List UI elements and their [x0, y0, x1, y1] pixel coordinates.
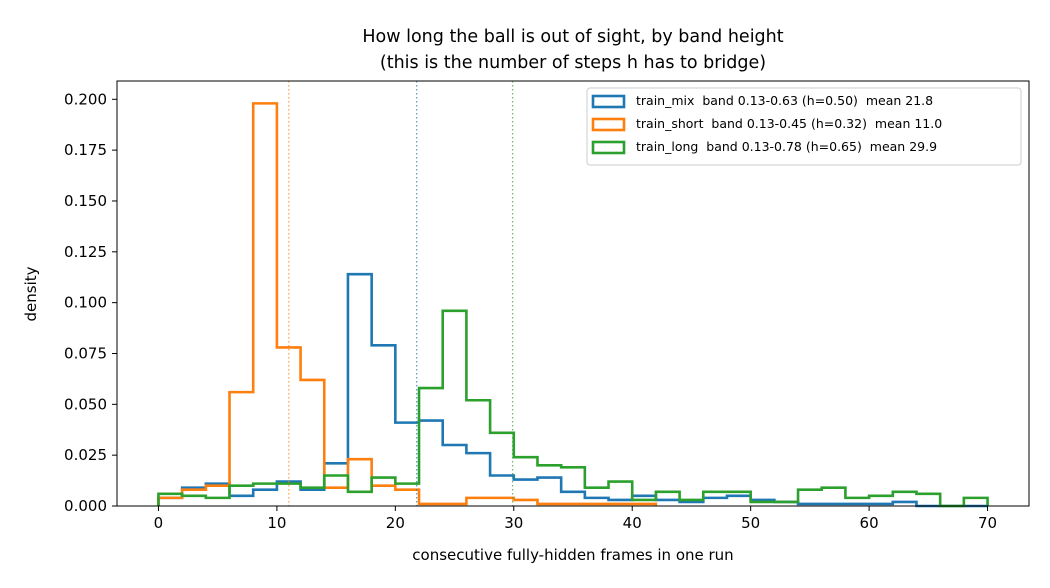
x-tick-label: 20 — [386, 514, 405, 532]
y-tick-label: 0.175 — [64, 141, 107, 159]
chart-title-line-2: (this is the number of steps h has to br… — [380, 53, 766, 73]
x-tick-label: 30 — [504, 514, 523, 532]
legend-swatch-0 — [591, 94, 626, 109]
chart-title-line-1: How long the ball is out of sight, by ba… — [362, 27, 783, 47]
y-tick-label: 0.100 — [64, 294, 107, 312]
x-tick-label: 40 — [623, 514, 642, 532]
legend-label-0: train_mix band 0.13-0.63 (h=0.50) mean 2… — [636, 93, 933, 108]
y-tick-label: 0.050 — [64, 395, 107, 413]
y-tick-label: 0.125 — [64, 243, 107, 261]
legend-label-2: train_long band 0.13-0.78 (h=0.65) mean … — [636, 139, 937, 154]
legend-swatch-1 — [591, 117, 626, 132]
axes-frame — [116, 80, 1030, 507]
y-tick-label: 0.150 — [64, 192, 107, 210]
x-tick-label: 50 — [741, 514, 760, 532]
y-tick-label: 0.200 — [64, 90, 107, 108]
histogram-series-2 — [157, 309, 989, 508]
x-axis: 0 10 20 30 40 50 60 70 — [154, 506, 997, 532]
y-axis: 0.000 0.025 0.050 0.075 0.100 0.125 0.150 0.175… — [64, 90, 117, 515]
legend-box — [586, 87, 1022, 166]
x-tick-label: 60 — [860, 514, 879, 532]
x-axis-label: consecutive fully-hidden frames in one r… — [412, 546, 733, 564]
y-axis-label: density — [22, 266, 40, 321]
legend-swatch-2 — [591, 140, 626, 155]
histogram-series-1 — [157, 102, 658, 506]
legend-label-1: train_short band 0.13-0.45 (h=0.32) mean… — [636, 116, 942, 131]
legend: train_mix band 0.13-0.63 (h=0.50) mean 2… — [586, 87, 1022, 166]
x-tick-label: 0 — [154, 514, 164, 532]
y-tick-label: 0.000 — [64, 497, 107, 515]
y-tick-label: 0.025 — [64, 446, 107, 464]
x-tick-label: 10 — [267, 514, 286, 532]
x-tick-label: 70 — [978, 514, 997, 532]
plot-area — [157, 81, 989, 508]
y-tick-label: 0.075 — [64, 344, 107, 362]
